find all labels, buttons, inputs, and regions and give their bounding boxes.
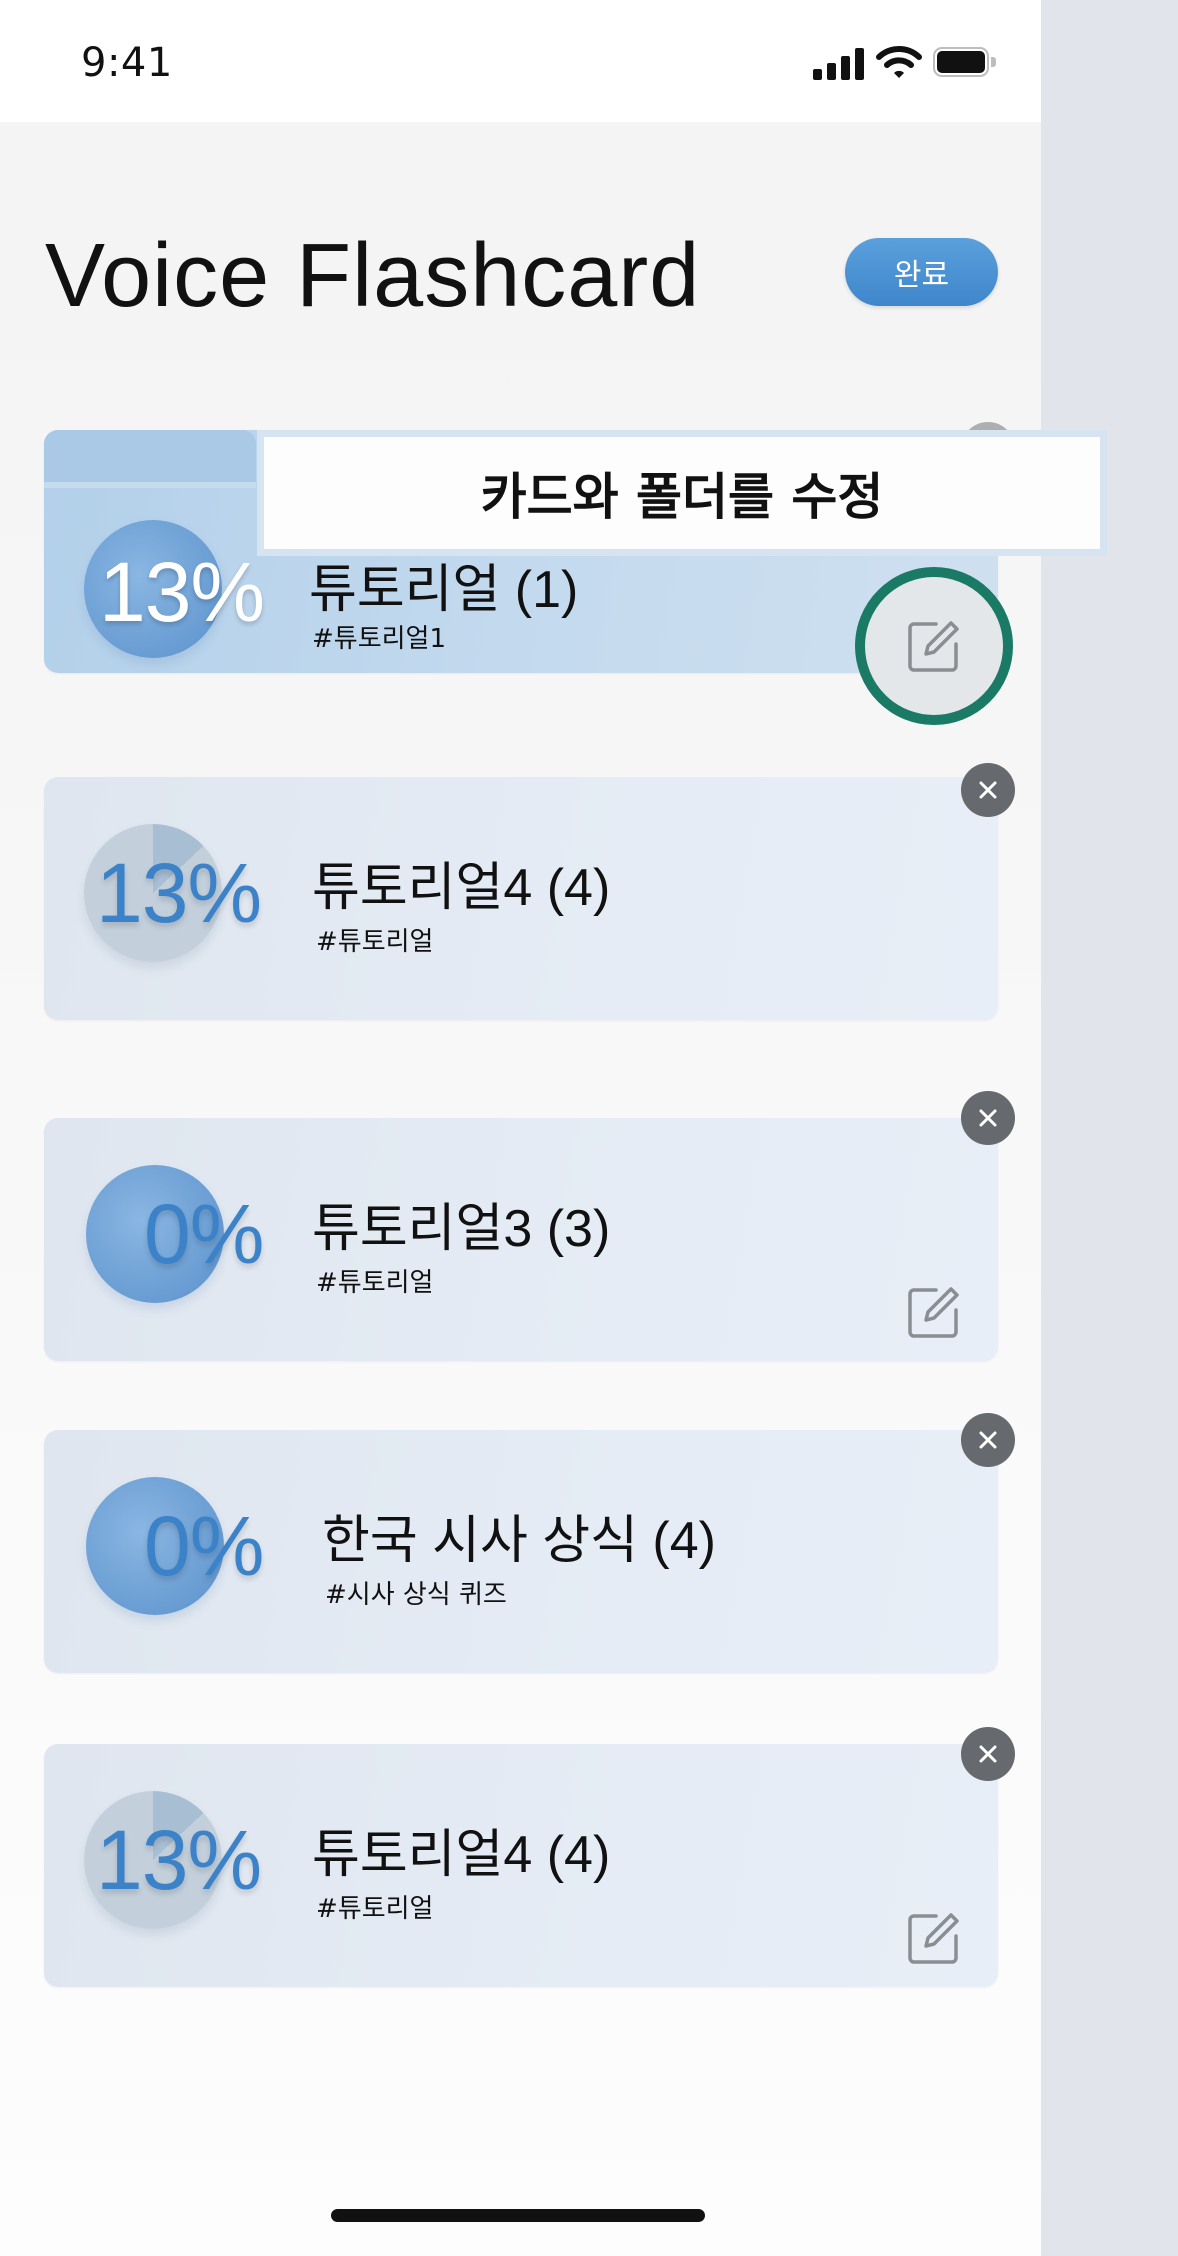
card-title: 튜토리얼3 (3) (312, 1200, 611, 1258)
delete-button[interactable] (961, 1091, 1015, 1145)
close-icon (979, 1745, 997, 1763)
folder-tab (44, 430, 256, 485)
status-bar: 9:41 (0, 0, 1041, 122)
cellular-signal-icon (813, 46, 865, 80)
card-title: 한국 시사 상식 (4) (322, 1512, 716, 1570)
card-tag: #튜토리얼1 (312, 624, 447, 654)
card-title: 튜토리얼4 (4) (312, 1826, 611, 1884)
close-icon (979, 781, 997, 799)
wifi-icon (876, 46, 922, 78)
card-tag: #튜토리얼 (316, 1268, 434, 1298)
progress-percent: 0% (144, 1187, 264, 1281)
progress-percent: 0% (144, 1499, 264, 1593)
folder-card[interactable]: 13% 튜토리얼4 (4) #튜토리얼 (44, 1744, 998, 1987)
folder-card[interactable]: 0% 한국 시사 상식 (4) #시사 상식 퀴즈 (44, 1430, 998, 1673)
progress-pie (84, 520, 222, 658)
close-icon (979, 1431, 997, 1449)
folder-card[interactable]: 0% 튜토리얼3 (3) #튜토리얼 (44, 1118, 998, 1361)
card-title: 튜토리얼 (1) (309, 561, 579, 619)
app-screen: 9:41 Voice Flashcard 완료 13% 튜토리얼 (1) #튜토… (0, 0, 1041, 2256)
edit-highlight-ring[interactable] (855, 567, 1013, 725)
delete-button[interactable] (961, 1413, 1015, 1467)
edit-icon (908, 621, 959, 672)
edit-icon[interactable] (906, 1284, 962, 1340)
folder-card[interactable]: 13% 튜토리얼4 (4) #튜토리얼 (44, 777, 998, 1020)
progress-pie (86, 1477, 224, 1615)
card-tag: #시사 상식 퀴즈 (325, 1580, 507, 1610)
battery-icon (933, 47, 997, 77)
card-tag: #튜토리얼 (316, 927, 434, 957)
home-indicator (331, 2209, 705, 2222)
progress-pie (86, 1165, 224, 1303)
edit-icon[interactable] (906, 1910, 962, 1966)
delete-button[interactable] (961, 1727, 1015, 1781)
card-title: 튜토리얼4 (4) (312, 859, 611, 917)
done-button[interactable]: 완료 (845, 238, 998, 306)
progress-percent: 13% (99, 545, 265, 639)
progress-percent: 13% (96, 1813, 262, 1907)
page-title: Voice Flashcard (45, 226, 701, 326)
progress-pie (84, 824, 222, 962)
edit-tooltip: 카드와 폴더를 수정 (257, 430, 1107, 556)
status-time: 9:41 (81, 40, 173, 86)
delete-button[interactable] (961, 763, 1015, 817)
progress-pie (84, 1791, 222, 1929)
card-tag: #튜토리얼 (316, 1894, 434, 1924)
progress-percent: 13% (96, 846, 262, 940)
close-icon (979, 1109, 997, 1127)
